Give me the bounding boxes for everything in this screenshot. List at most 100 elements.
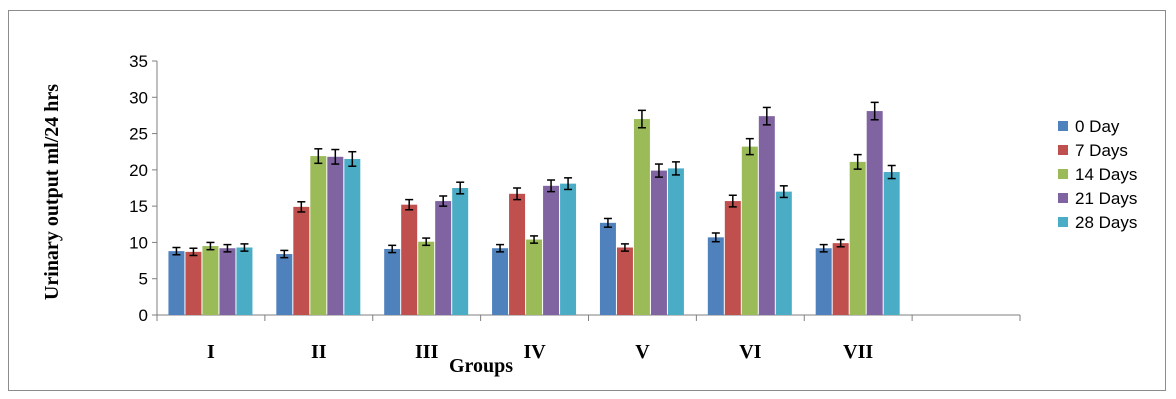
bar-V-14-days <box>633 119 650 315</box>
legend-item: 14 Days <box>1058 165 1137 184</box>
bar-VII-7-days <box>832 243 849 315</box>
y-tick-label: 30 <box>129 88 148 107</box>
bar-V-21-days <box>650 170 667 315</box>
legend: 0 Day 7 Days 14 Days 21 Days 28 Days <box>1058 117 1137 232</box>
bar-VII-28-days <box>883 172 900 315</box>
error-bar <box>603 217 612 228</box>
error-bar <box>456 181 465 195</box>
bar-IV-28-days <box>560 183 577 315</box>
error-bar <box>745 137 754 156</box>
bar-V-7-days <box>616 247 633 315</box>
legend-swatch <box>1058 121 1068 131</box>
legend-label: 28 Days <box>1075 213 1137 232</box>
y-tick-label: 10 <box>129 233 148 252</box>
error-bar <box>870 101 879 121</box>
y-tick-label: 5 <box>139 270 148 289</box>
bar-I-14-days <box>202 246 219 315</box>
legend-swatch <box>1058 169 1068 179</box>
x-axis-title: Groups <box>449 355 513 377</box>
bar-II-28-days <box>344 158 361 315</box>
legend-swatch <box>1058 193 1068 203</box>
x-category-label: V <box>635 341 650 363</box>
bar-III-7-days <box>401 204 418 315</box>
error-bar <box>637 109 646 129</box>
bar-IV-7-days <box>509 193 526 315</box>
error-bar <box>439 195 448 207</box>
bar-VI-28-days <box>775 191 792 315</box>
bar-II-7-days <box>293 206 310 315</box>
x-category-label: III <box>415 341 439 363</box>
x-category-label: VII <box>843 341 873 363</box>
legend-item: 7 Days <box>1058 141 1128 160</box>
error-bar <box>348 150 357 167</box>
legend-item: 21 Days <box>1058 189 1137 208</box>
error-bar <box>564 177 573 191</box>
error-bar <box>654 163 663 178</box>
legend-item: 0 Day <box>1058 117 1120 136</box>
bar-III-28-days <box>452 188 469 315</box>
legend-item: 28 Days <box>1058 213 1137 232</box>
error-bar <box>779 185 788 199</box>
error-bar <box>297 201 306 213</box>
error-bar <box>331 148 340 165</box>
bar-II-21-days <box>327 156 344 315</box>
bar-VII-0-day <box>815 248 832 315</box>
error-bar <box>530 235 539 244</box>
error-bar <box>388 244 397 254</box>
bar-III-0-day <box>384 248 401 315</box>
x-category-label: VI <box>739 341 761 363</box>
bar-II-0-day <box>276 254 293 315</box>
legend-label: 0 Day <box>1075 117 1120 136</box>
error-bar <box>189 247 198 257</box>
error-bar <box>422 237 431 247</box>
bar-I-0-day <box>168 251 185 315</box>
bar-IV-0-day <box>492 248 509 315</box>
bar-II-14-days <box>310 156 327 315</box>
bar-III-21-days <box>435 201 452 315</box>
legend-swatch <box>1058 217 1068 227</box>
error-bar <box>836 238 845 248</box>
bar-I-21-days <box>219 248 236 315</box>
bar-I-7-days <box>185 251 202 315</box>
bar-VI-7-days <box>724 201 741 315</box>
error-bar <box>547 179 556 193</box>
legend-label: 21 Days <box>1075 189 1137 208</box>
error-bar <box>206 241 215 251</box>
bar-VII-14-days <box>849 161 866 315</box>
bar-VI-21-days <box>758 116 775 315</box>
y-tick-label: 20 <box>129 161 148 180</box>
error-bar <box>671 161 680 176</box>
y-tick-label: 0 <box>139 306 148 325</box>
bar-VI-0-day <box>707 237 724 315</box>
error-bar <box>620 243 629 252</box>
y-tick-label: 35 <box>129 52 148 71</box>
error-bar <box>819 243 828 253</box>
x-category-label: I <box>207 341 215 363</box>
error-bar <box>762 106 771 126</box>
error-bar <box>172 246 181 256</box>
bar-IV-21-days <box>543 185 560 315</box>
x-category-label: II <box>311 341 327 363</box>
error-bar <box>853 153 862 170</box>
error-bar <box>240 243 249 252</box>
error-bar <box>314 148 323 165</box>
error-bar <box>280 249 289 259</box>
bar-VII-21-days <box>866 111 883 316</box>
x-category-label: IV <box>523 341 546 363</box>
error-bar <box>711 232 720 243</box>
y-tick-label: 25 <box>129 125 148 144</box>
error-bar <box>223 243 232 253</box>
bar-V-0-day <box>599 222 616 315</box>
legend-label: 7 Days <box>1075 141 1128 160</box>
error-bar <box>887 164 896 180</box>
error-bar <box>496 243 505 253</box>
error-bar <box>513 187 522 201</box>
error-bar <box>405 198 414 211</box>
bar-I-28-days <box>236 247 253 315</box>
bar-VI-14-days <box>741 146 758 315</box>
legend-swatch <box>1058 145 1068 155</box>
legend-label: 14 Days <box>1075 165 1137 184</box>
y-axis-title: Urinary output ml/24 hrs <box>41 84 63 300</box>
y-tick-label: 15 <box>129 197 148 216</box>
